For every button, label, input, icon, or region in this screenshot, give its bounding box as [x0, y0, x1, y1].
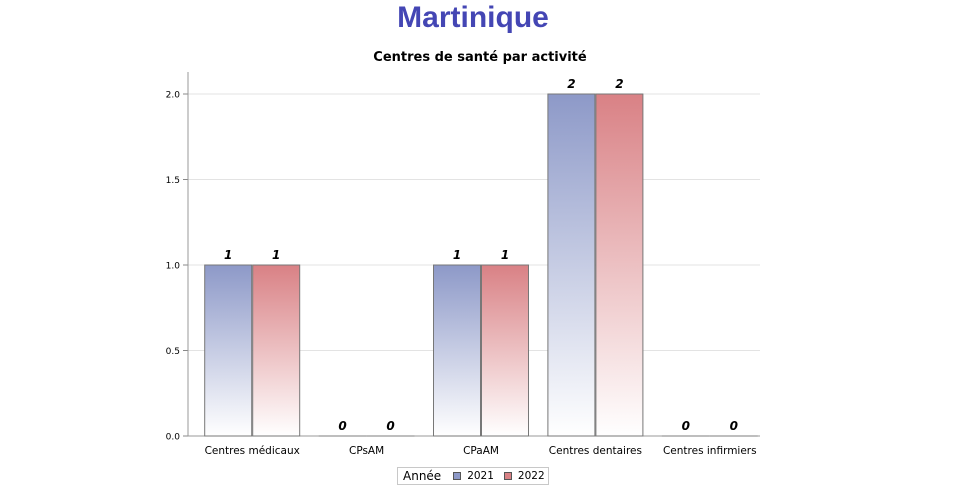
- bars: [204, 93, 758, 437]
- data-label: 2: [615, 77, 623, 91]
- data-label: 1: [501, 248, 509, 262]
- legend-label-2021: 2021: [467, 470, 494, 482]
- legend-title: Année: [403, 469, 442, 483]
- x-tick-label: Centres infirmiers: [663, 445, 757, 457]
- x-tick-label: Centres dentaires: [549, 445, 642, 457]
- x-tick-label: CPsAM: [349, 445, 384, 457]
- y-tick-label: 2.0: [166, 91, 181, 101]
- x-tick-label: CPaAM: [463, 445, 499, 457]
- y-tick-label: 1.0: [166, 262, 181, 272]
- bar-2022-3: [595, 93, 644, 437]
- legend-label-2022: 2022: [517, 470, 545, 482]
- bar-2021-3: [547, 93, 596, 437]
- legend-swatch-2021: [453, 472, 462, 480]
- data-label: 0: [730, 419, 738, 433]
- page-title: Martinique: [397, 1, 549, 34]
- chart-title: Centres de santé par activité: [373, 50, 587, 65]
- data-label: 1: [224, 248, 232, 262]
- data-label: 1: [453, 248, 461, 262]
- bar-2022-0: [252, 264, 301, 437]
- y-tick-label: 1.5: [166, 176, 180, 186]
- bar-2022-2: [481, 264, 529, 437]
- data-label: 0: [682, 419, 690, 433]
- bar-2021-2: [433, 264, 481, 437]
- legend: Année 2021 2022: [397, 467, 549, 485]
- data-label: 0: [386, 419, 394, 433]
- data-label: 0: [338, 419, 346, 433]
- x-tick-label: Centres médicaux: [205, 445, 300, 457]
- data-label: 1: [272, 248, 280, 262]
- data-label: 2: [567, 77, 575, 91]
- legend-swatch-2022: [503, 472, 512, 480]
- legend-item-2021: 2021: [453, 470, 494, 482]
- y-tick-label: 0.0: [166, 433, 181, 443]
- y-tick-label: 0.5: [166, 347, 180, 357]
- bar-2021-0: [204, 264, 253, 437]
- legend-item-2022: 2022: [503, 470, 545, 482]
